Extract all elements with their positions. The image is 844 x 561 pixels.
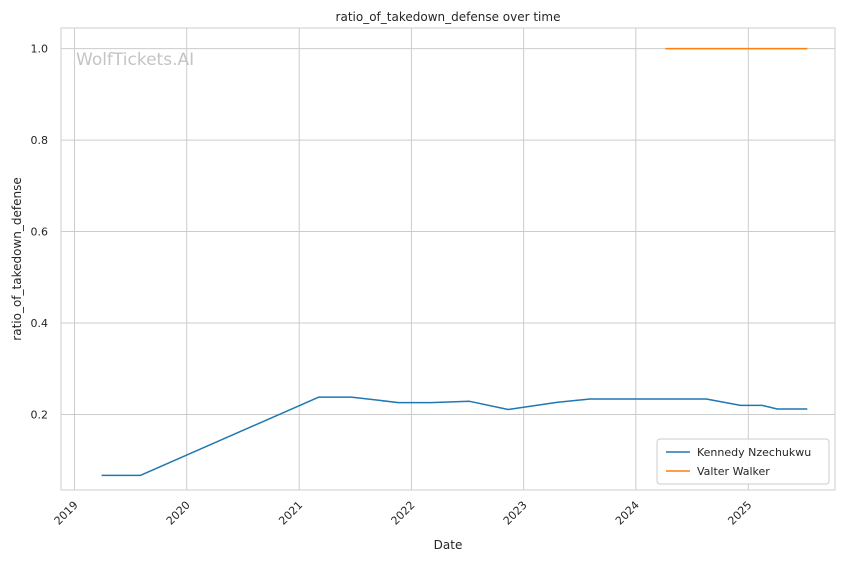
x-axis-label: Date bbox=[434, 538, 463, 552]
chart-title: ratio_of_takedown_defense over time bbox=[336, 10, 561, 24]
series-line-0 bbox=[101, 396, 808, 477]
y-tick-label: 1.0 bbox=[31, 43, 49, 56]
legend-label-kennedy: Kennedy Nzechukwu bbox=[697, 446, 811, 459]
plot-frame bbox=[60, 27, 836, 491]
watermark: WolfTickets.AI bbox=[76, 50, 194, 70]
series-layer bbox=[101, 47, 808, 477]
y-tick-label: 0.4 bbox=[31, 317, 49, 330]
grid bbox=[61, 28, 835, 490]
y-tick-label: 0.2 bbox=[31, 409, 49, 422]
legend-box bbox=[656, 438, 830, 485]
legend: Kennedy Nzechukwu Valter Walker bbox=[656, 438, 830, 485]
legend-label-valter: Valter Walker bbox=[697, 465, 770, 478]
y-tick-label: 0.6 bbox=[31, 226, 49, 239]
y-axis-label: ratio_of_takedown_defense bbox=[10, 177, 24, 340]
y-tick-label: 0.8 bbox=[31, 134, 49, 147]
